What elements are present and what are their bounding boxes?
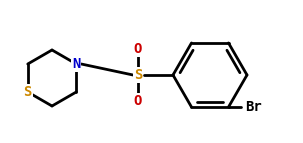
Text: S: S	[134, 68, 142, 82]
Text: S: S	[24, 85, 32, 99]
Text: O: O	[134, 94, 142, 108]
Text: Br: Br	[245, 100, 262, 114]
Text: N: N	[72, 57, 80, 71]
Text: O: O	[134, 42, 142, 56]
